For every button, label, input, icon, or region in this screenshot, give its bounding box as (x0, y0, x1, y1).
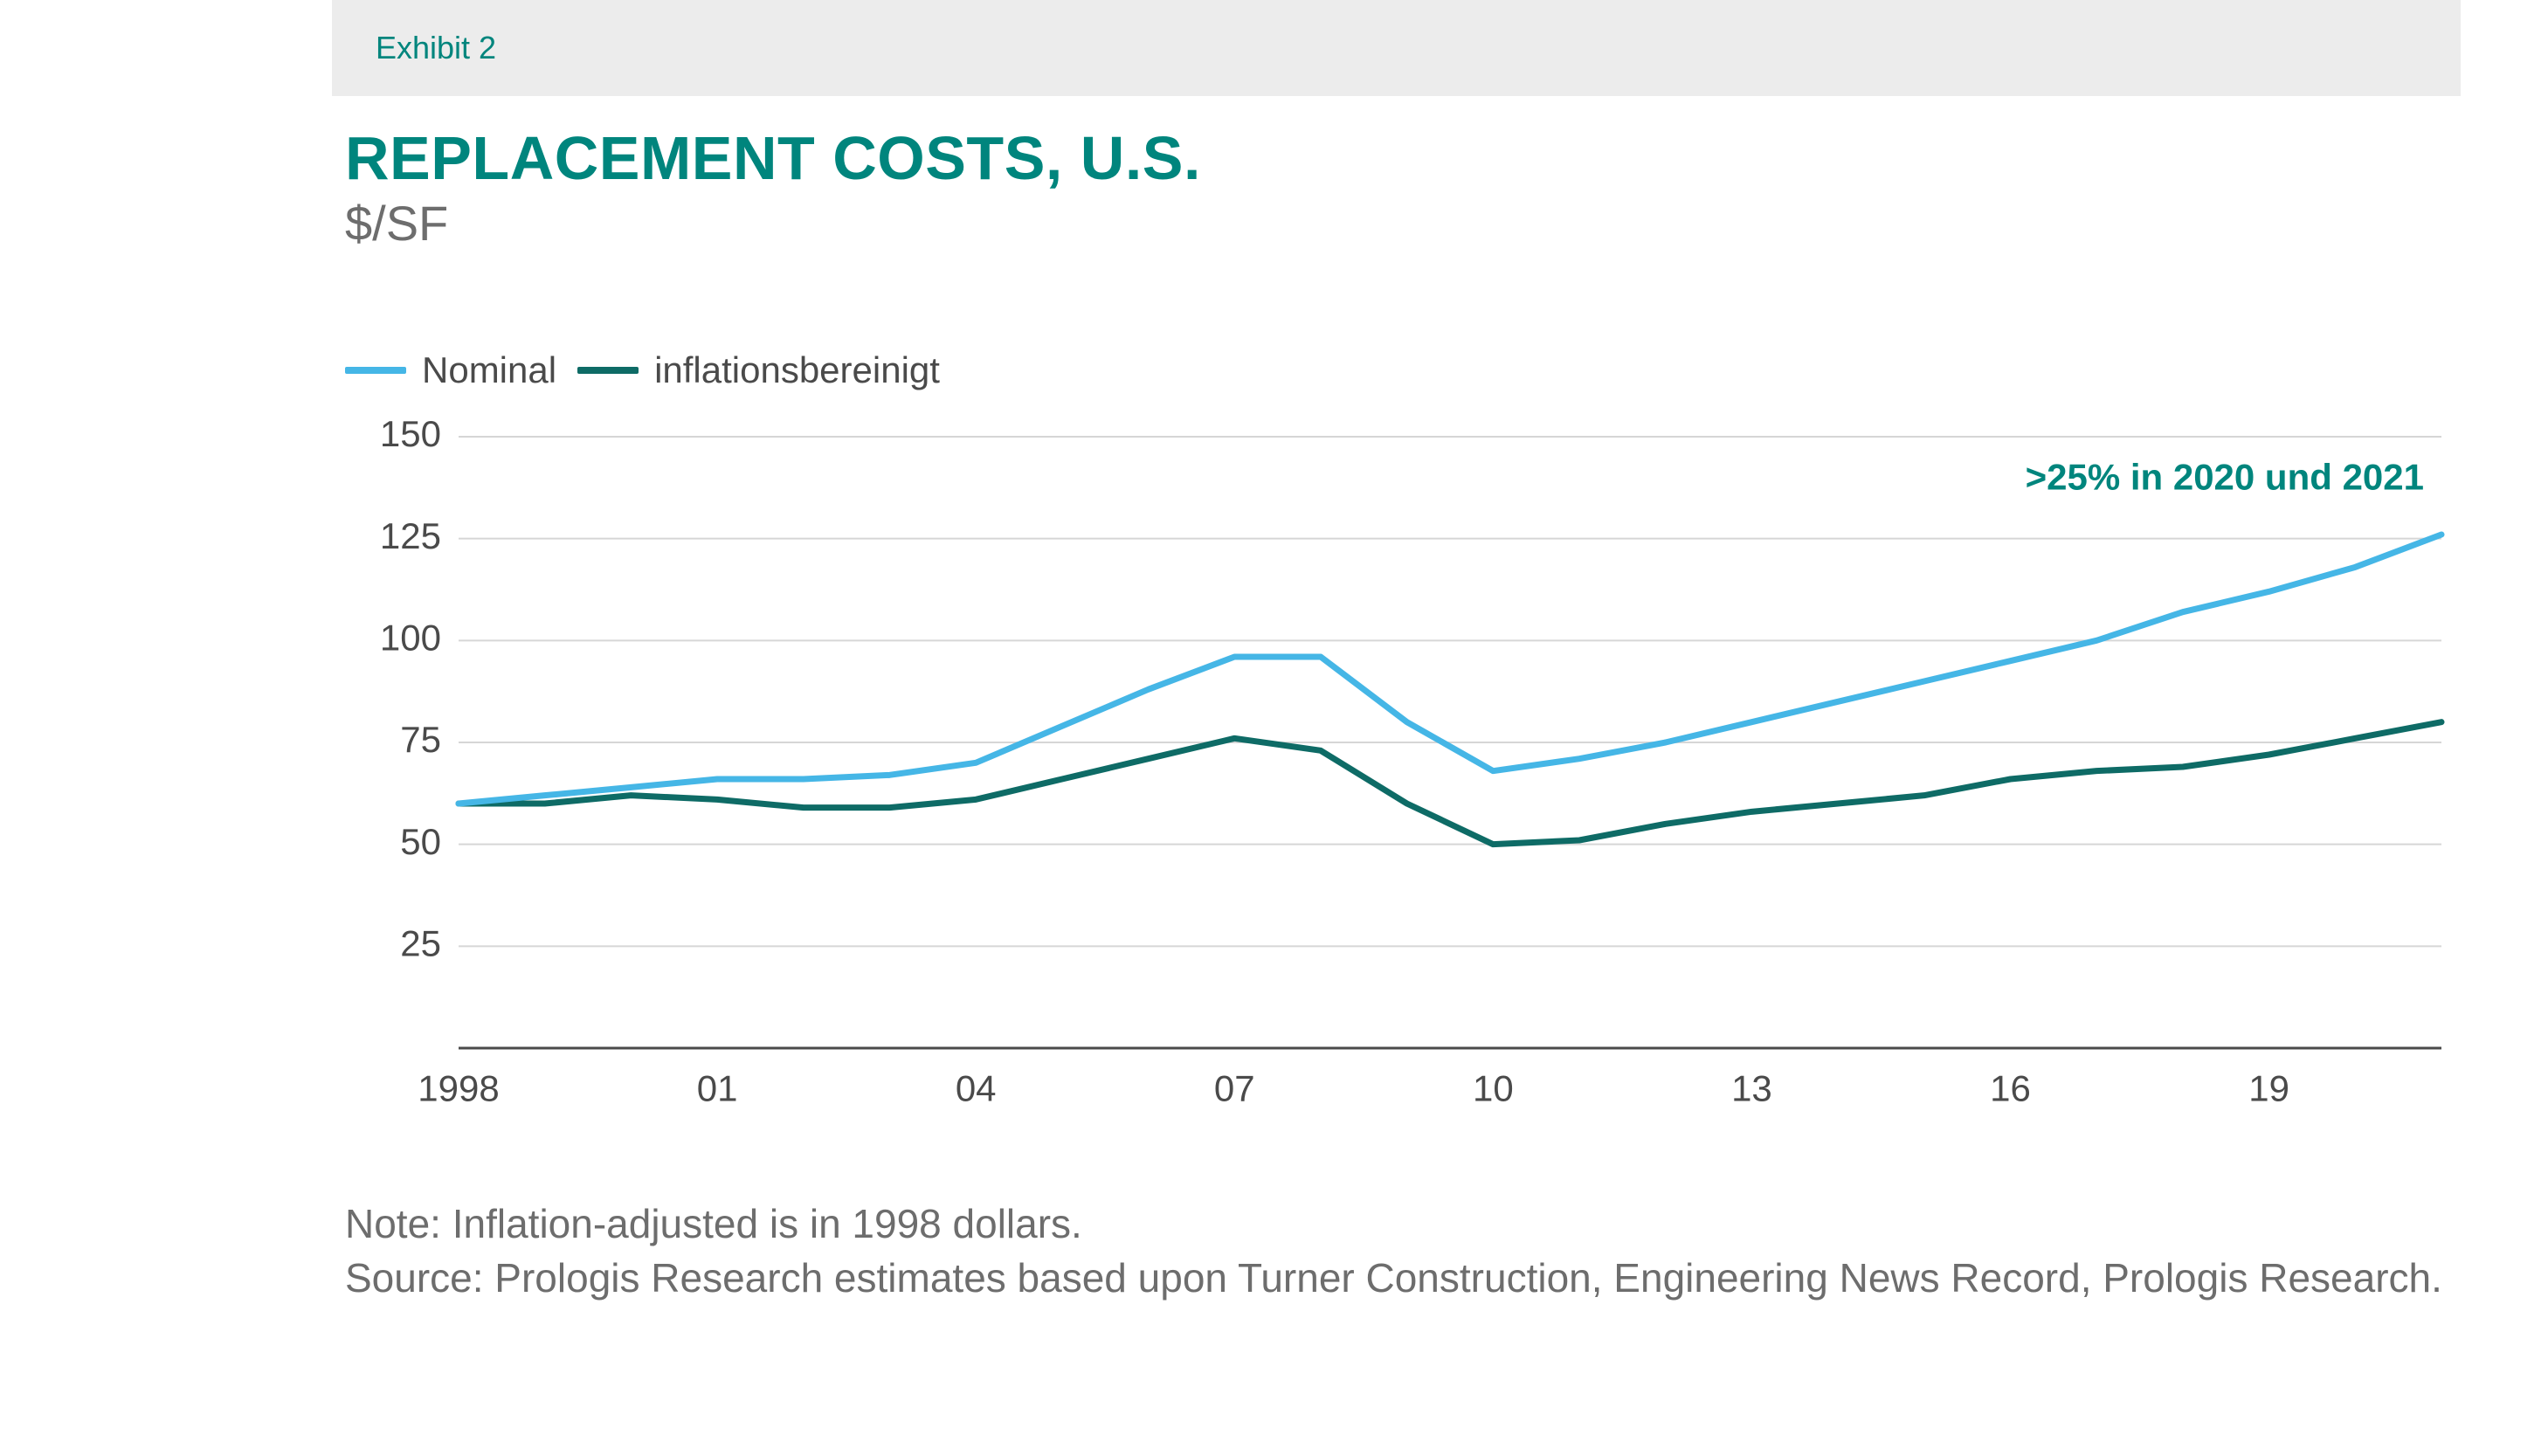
chart-title: REPLACEMENT COSTS, U.S. (345, 127, 1201, 191)
legend-label-adjusted: inflationsbereinigt (654, 349, 940, 391)
x-tick-label: 07 (1214, 1067, 1255, 1108)
x-tick-label: 1998 (418, 1067, 499, 1108)
y-tick-label: 100 (380, 617, 441, 658)
page: Exhibit 2 REPLACEMENT COSTS, U.S. $/SF N… (0, 0, 2548, 1456)
y-tick-label: 75 (400, 719, 441, 760)
x-tick-label: 01 (697, 1067, 738, 1108)
line-chart-svg: 25 50 75 100 125 150 1998 01 04 07 10 13 16 19 >25% in… (345, 419, 2468, 1144)
legend-swatch-adjusted (577, 367, 639, 374)
x-tick-label: 19 (2248, 1067, 2289, 1108)
exhibit-bar: Exhibit 2 (332, 0, 2461, 96)
y-tick-label: 25 (400, 922, 441, 963)
chart-annotation: >25% in 2020 und 2021 (2026, 457, 2424, 498)
legend-item-adjusted: inflationsbereinigt (577, 349, 940, 391)
y-tick-label: 125 (380, 515, 441, 556)
legend: Nominal inflationsbereinigt (345, 349, 940, 391)
note-line-1: Note: Inflation-adjusted is in 1998 doll… (345, 1197, 2461, 1251)
x-tick-label: 10 (1473, 1067, 1514, 1108)
title-block: REPLACEMENT COSTS, U.S. $/SF (345, 127, 1201, 252)
chart-area: 25 50 75 100 125 150 1998 01 04 07 10 13 16 19 >25% in… (345, 419, 2468, 1144)
x-tick-label: 16 (1990, 1067, 2031, 1108)
legend-swatch-nominal (345, 367, 406, 374)
y-tick-label: 150 (380, 419, 441, 454)
exhibit-label: Exhibit 2 (376, 30, 496, 66)
chart-subtitle: $/SF (345, 195, 1201, 252)
legend-label-nominal: Nominal (422, 349, 556, 391)
series-line-nominal (459, 535, 2441, 804)
x-tick-label: 13 (1731, 1067, 1772, 1108)
legend-item-nominal: Nominal (345, 349, 556, 391)
notes-block: Note: Inflation-adjusted is in 1998 doll… (345, 1197, 2461, 1305)
x-tick-label: 04 (956, 1067, 997, 1108)
series-line-adjusted (459, 722, 2441, 845)
note-line-2: Source: Prologis Research estimates base… (345, 1251, 2461, 1305)
y-tick-label: 50 (400, 821, 441, 862)
